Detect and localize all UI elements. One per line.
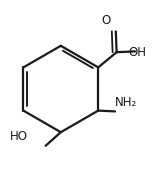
Text: OH: OH (128, 46, 146, 59)
Text: NH₂: NH₂ (115, 96, 137, 109)
Text: O: O (101, 14, 110, 27)
Text: HO: HO (10, 130, 28, 143)
